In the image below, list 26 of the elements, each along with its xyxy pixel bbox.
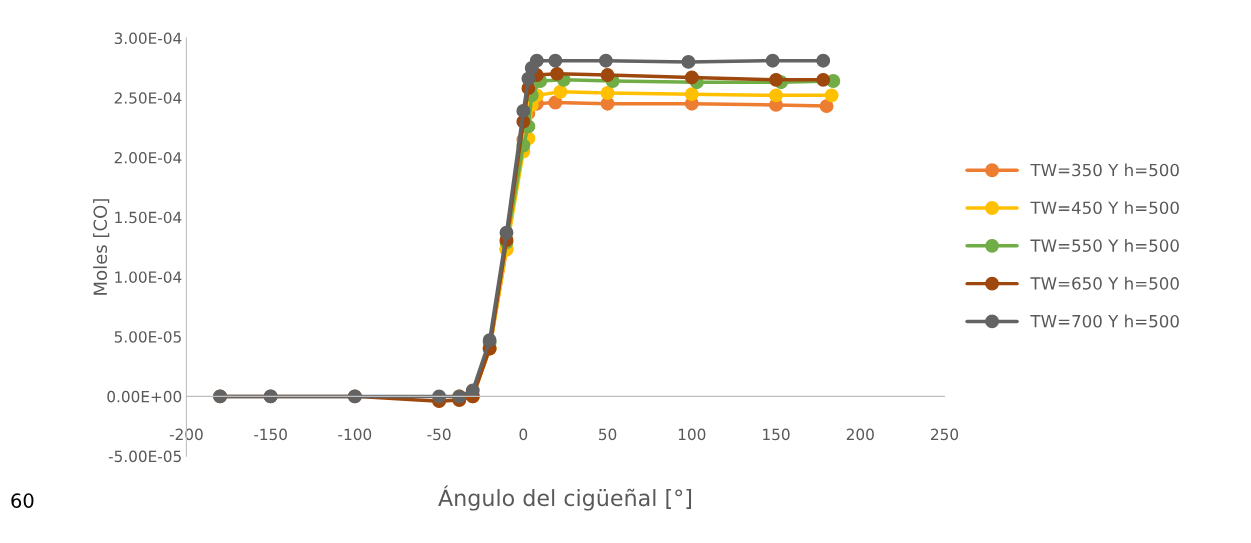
x-tick-label: -200	[169, 428, 203, 441]
legend-label: TW=650 Y h=500	[1030, 276, 1179, 290]
x-tick-label: -50	[427, 428, 451, 441]
y-tick-label: 5.00E-05	[114, 331, 181, 343]
y-tick-label: 2.50E-04	[114, 92, 182, 104]
legend-label: TW=350 Y h=500	[1030, 163, 1179, 177]
y-tick-label: 1.50E-04	[115, 211, 182, 224]
x-tick-label: 200	[846, 428, 874, 441]
x-axis-title: Ángulo del cigüeñal [°]	[438, 485, 692, 511]
y-tick-label: 2.00E-04	[114, 151, 182, 164]
y-axis-title: Moles [CO]	[93, 199, 110, 295]
text: 60	[11, 493, 34, 508]
y-tick-label: 3.00E-04	[114, 32, 182, 45]
y-tick-label: 1.00E-04	[115, 271, 182, 283]
y-tick-label: -5.00E-05	[108, 450, 181, 463]
legend-label: TW=700 Y h=500	[1030, 314, 1179, 328]
x-tick-label: 0	[519, 428, 528, 441]
x-tick-label: 50	[599, 428, 617, 441]
x-tick-label: -100	[338, 428, 372, 441]
y-tick-label: 0.00E+00	[107, 390, 182, 403]
legend-label: TW=450 Y h=500	[1030, 201, 1179, 215]
legend-label: TW=550 Y h=500	[1030, 239, 1179, 252]
x-tick-label: 100	[678, 428, 706, 441]
x-tick-label: 150	[763, 428, 790, 441]
x-tick-label: -150	[254, 428, 287, 441]
x-tick-label: 250	[931, 428, 959, 441]
